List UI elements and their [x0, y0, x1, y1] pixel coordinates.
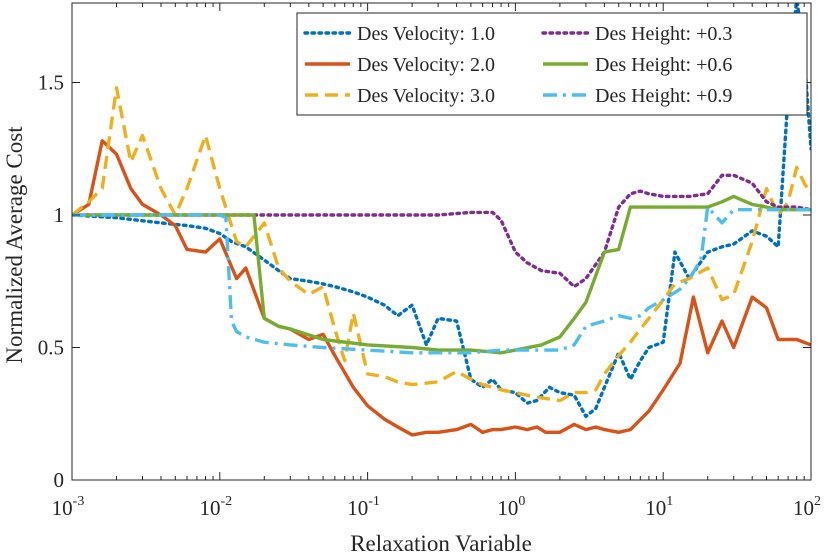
legend-label-4: Des Height: +0.3: [595, 23, 732, 45]
y-tick-label: 1.5: [38, 71, 64, 95]
y-ticks: 0 0.5 1 1.5: [38, 71, 811, 492]
x-ticks: 10-3 10-2 10-1 100 101 102: [52, 3, 821, 520]
x-tick-label: 10-1: [347, 494, 380, 520]
x-tick-label: 100: [497, 494, 525, 520]
legend-label-1: Des Velocity: 1.0: [357, 23, 495, 45]
y-tick-label: 0: [54, 468, 65, 492]
y-tick-label: 1: [54, 203, 65, 227]
x-tick-label: 10-3: [52, 494, 85, 520]
axes-layer: [71, 2, 812, 481]
series-line-3: [72, 86, 811, 403]
series-line-5: [72, 194, 811, 355]
legend-label-3: Des Velocity: 3.0: [357, 85, 495, 107]
legend-label-5: Des Height: +0.6: [595, 54, 732, 76]
legend: Des Velocity: 1.0 Des Velocity: 2.0 Des Ve…: [296, 12, 808, 116]
series-line-6: [72, 205, 811, 355]
x-tick-label: 10-2: [199, 494, 232, 520]
legend-label-2: Des Velocity: 2.0: [357, 54, 495, 76]
series-line-1: [72, 3, 811, 419]
series-line-2: [72, 139, 811, 437]
plot-frame: [71, 2, 812, 481]
x-tick-label: 102: [793, 494, 821, 520]
series-line-4: [72, 173, 811, 289]
x-axis-label: Relaxation Variable: [350, 531, 532, 556]
x-tick-label: 101: [645, 494, 673, 520]
y-tick-label: 0.5: [38, 336, 64, 360]
legend-label-6: Des Height: +0.9: [595, 85, 732, 107]
y-axis-label: Normalized Average Cost: [2, 126, 27, 364]
series-layer: [72, 3, 811, 437]
